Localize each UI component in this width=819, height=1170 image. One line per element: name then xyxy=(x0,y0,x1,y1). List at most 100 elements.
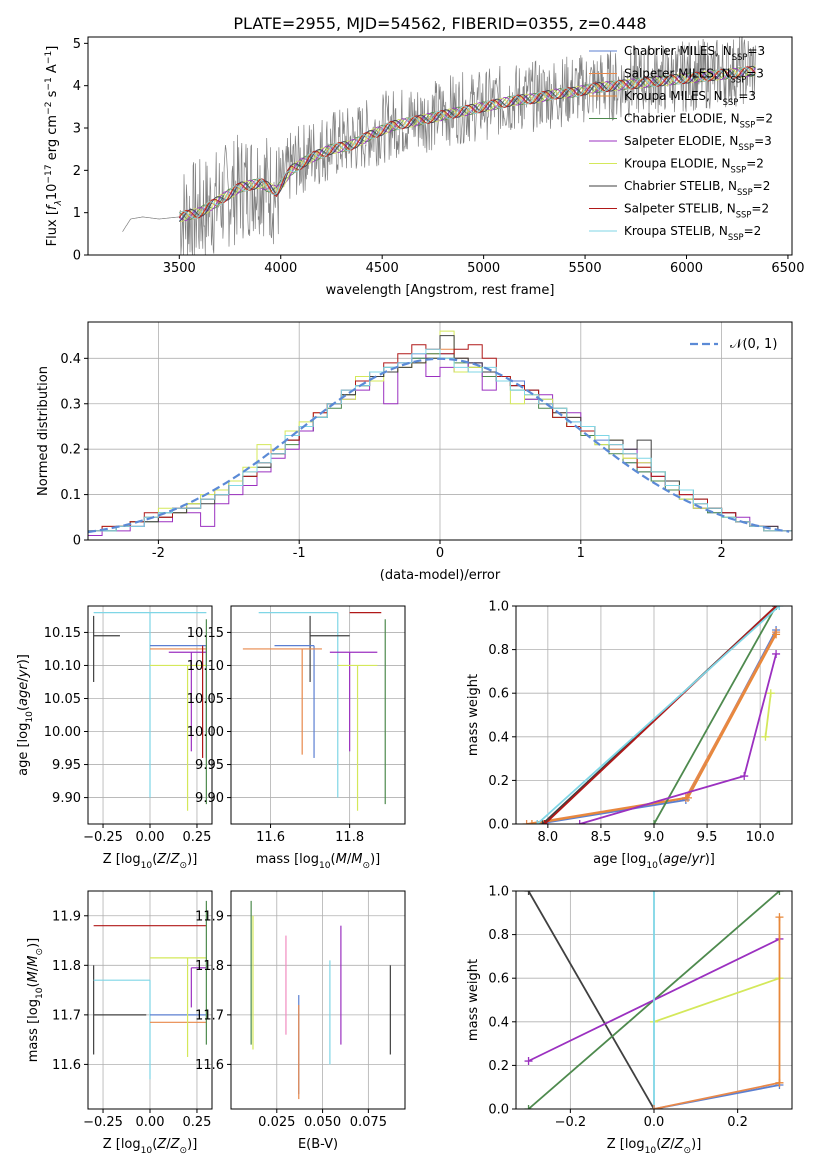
mass-weight-series xyxy=(650,974,784,1026)
label-part: wavelength [Angstrom, rest frame] xyxy=(326,283,555,298)
series-marker xyxy=(524,891,533,895)
x-tick-label: 0.2 xyxy=(727,1115,748,1130)
y-tick-label: 9.90 xyxy=(195,791,224,806)
x-axis-label: (data-model)/error xyxy=(380,568,501,583)
label-part: Salpeter MILES, N xyxy=(624,67,731,81)
y-axis-label: mass [log10(M/M⊙)] xyxy=(26,938,45,1062)
data-point xyxy=(93,615,120,682)
label-part: / xyxy=(166,852,171,867)
data-point xyxy=(93,612,207,798)
data-point xyxy=(337,664,378,811)
label-part: / xyxy=(26,966,41,971)
y-tick-label: 0.2 xyxy=(60,443,81,458)
series-marker xyxy=(740,772,749,781)
data-point xyxy=(258,612,339,798)
massweight_vs_Z-panel: −0.2 0.0 0.20.00.20.40.60.81.0Z [log10(Z/Z… xyxy=(466,885,793,1156)
spectrum-model-line xyxy=(178,67,756,222)
x-tick-label: 8.0 xyxy=(538,830,559,845)
x-tick-label: 0.25 xyxy=(182,1115,211,1130)
y-tick-label: 11.8 xyxy=(52,959,81,974)
series-marker xyxy=(766,689,775,698)
label-part: Z [log xyxy=(607,1137,645,1152)
y-tick-label: 0 xyxy=(73,534,81,549)
label-part: ( xyxy=(16,706,31,711)
label-part: M xyxy=(26,956,41,967)
label-part: =3 xyxy=(747,44,765,58)
legend-entry: Chabrier STELIB, NSSP=2 xyxy=(624,179,770,197)
x-tick-label: −0.25 xyxy=(83,1115,123,1130)
series-marker xyxy=(522,820,531,824)
y-tick-label: 10.05 xyxy=(187,692,224,707)
label-part: SSP xyxy=(736,210,752,220)
series-line xyxy=(526,631,777,824)
label-part: =2 xyxy=(753,179,771,193)
plot-area xyxy=(250,900,391,1100)
y-tick-label: 11.9 xyxy=(52,909,81,924)
label-part: ( xyxy=(152,1137,157,1152)
x-axis-label: mass [log10(M/M⊙)] xyxy=(256,852,380,871)
series-marker xyxy=(538,820,547,824)
label-part: / xyxy=(687,852,692,867)
y-tick-label: 0.8 xyxy=(488,928,509,943)
label-part: ( xyxy=(152,852,157,867)
label-part: Flux [ xyxy=(45,210,60,246)
label-part: ⊙ xyxy=(362,861,370,871)
x-tick-label: 1 xyxy=(577,546,585,561)
y-tick-label: 9.95 xyxy=(52,758,81,773)
spectrum-model-line xyxy=(178,65,756,223)
series-marker xyxy=(761,732,770,741)
y-tick-label: 10.00 xyxy=(187,725,224,740)
label-part: −1 xyxy=(44,51,54,64)
x-axis-label: E(B-V) xyxy=(298,1137,338,1152)
x-tick-label: 8.5 xyxy=(591,830,612,845)
label-part: Kroupa ELODIE, N xyxy=(624,157,731,171)
mass-weight-series xyxy=(650,1078,784,1109)
y-axis-label: Flux [fλ10−17 erg cm−2 s−1 A−1] xyxy=(44,46,64,247)
label-part: Salpeter STELIB, N xyxy=(624,202,736,216)
y-tick-label: 0 xyxy=(73,249,81,264)
y-tick-label: 11.7 xyxy=(195,1008,224,1023)
label-part: Z xyxy=(660,1137,671,1152)
legend-entry: Chabrier ELODIE, NSSP=2 xyxy=(624,112,773,130)
label-part: −2 xyxy=(44,102,54,115)
legend-entry: Kroupa MILES, NSSP=3 xyxy=(624,89,756,107)
label-part: 10 xyxy=(645,1146,657,1156)
data-point xyxy=(274,645,315,758)
y-tick-label: 1 xyxy=(73,206,81,221)
y-tick-label: 0.4 xyxy=(60,352,81,367)
legend-entry: Kroupa ELODIE, NSSP=2 xyxy=(624,157,764,175)
y-tick-label: 2 xyxy=(73,164,81,179)
series-marker xyxy=(650,820,658,824)
axes-box xyxy=(230,890,406,1110)
x-tick-label: −0.2 xyxy=(555,1115,587,1130)
label-part: )] xyxy=(691,1137,701,1152)
y-tick-label: 9.90 xyxy=(52,791,81,806)
x-tick-label: 0.00 xyxy=(136,830,165,845)
x-tick-label: −0.25 xyxy=(83,830,123,845)
label-part: ( xyxy=(658,852,663,867)
series-marker xyxy=(540,820,549,824)
label-part: SSP xyxy=(738,142,754,152)
y-tick-label: 0.6 xyxy=(488,687,509,702)
x-tick-label: 0.00 xyxy=(136,1115,165,1130)
series-marker xyxy=(775,891,784,895)
x-tick-label: 0.050 xyxy=(304,1115,341,1130)
label-part: E(B-V) xyxy=(298,1137,338,1152)
series-line xyxy=(536,606,780,824)
series-marker xyxy=(533,820,542,824)
mass-weight-series xyxy=(650,891,658,1109)
legend-entry: 𝒩(0, 1) xyxy=(730,337,777,352)
x-tick-label: 9.5 xyxy=(697,830,718,845)
mass-weight-series xyxy=(522,628,781,824)
data-point xyxy=(150,664,207,811)
y-tick-label: 0.2 xyxy=(488,774,509,789)
label-part: Kroupa STELIB, N xyxy=(624,224,728,238)
series-marker xyxy=(650,1105,658,1109)
label-part: ⊙ xyxy=(180,1146,188,1156)
label-part: )] xyxy=(187,1137,197,1152)
label-part: Z xyxy=(156,852,167,867)
y-tick-label: 11.9 xyxy=(195,909,224,924)
data-point xyxy=(242,648,322,755)
